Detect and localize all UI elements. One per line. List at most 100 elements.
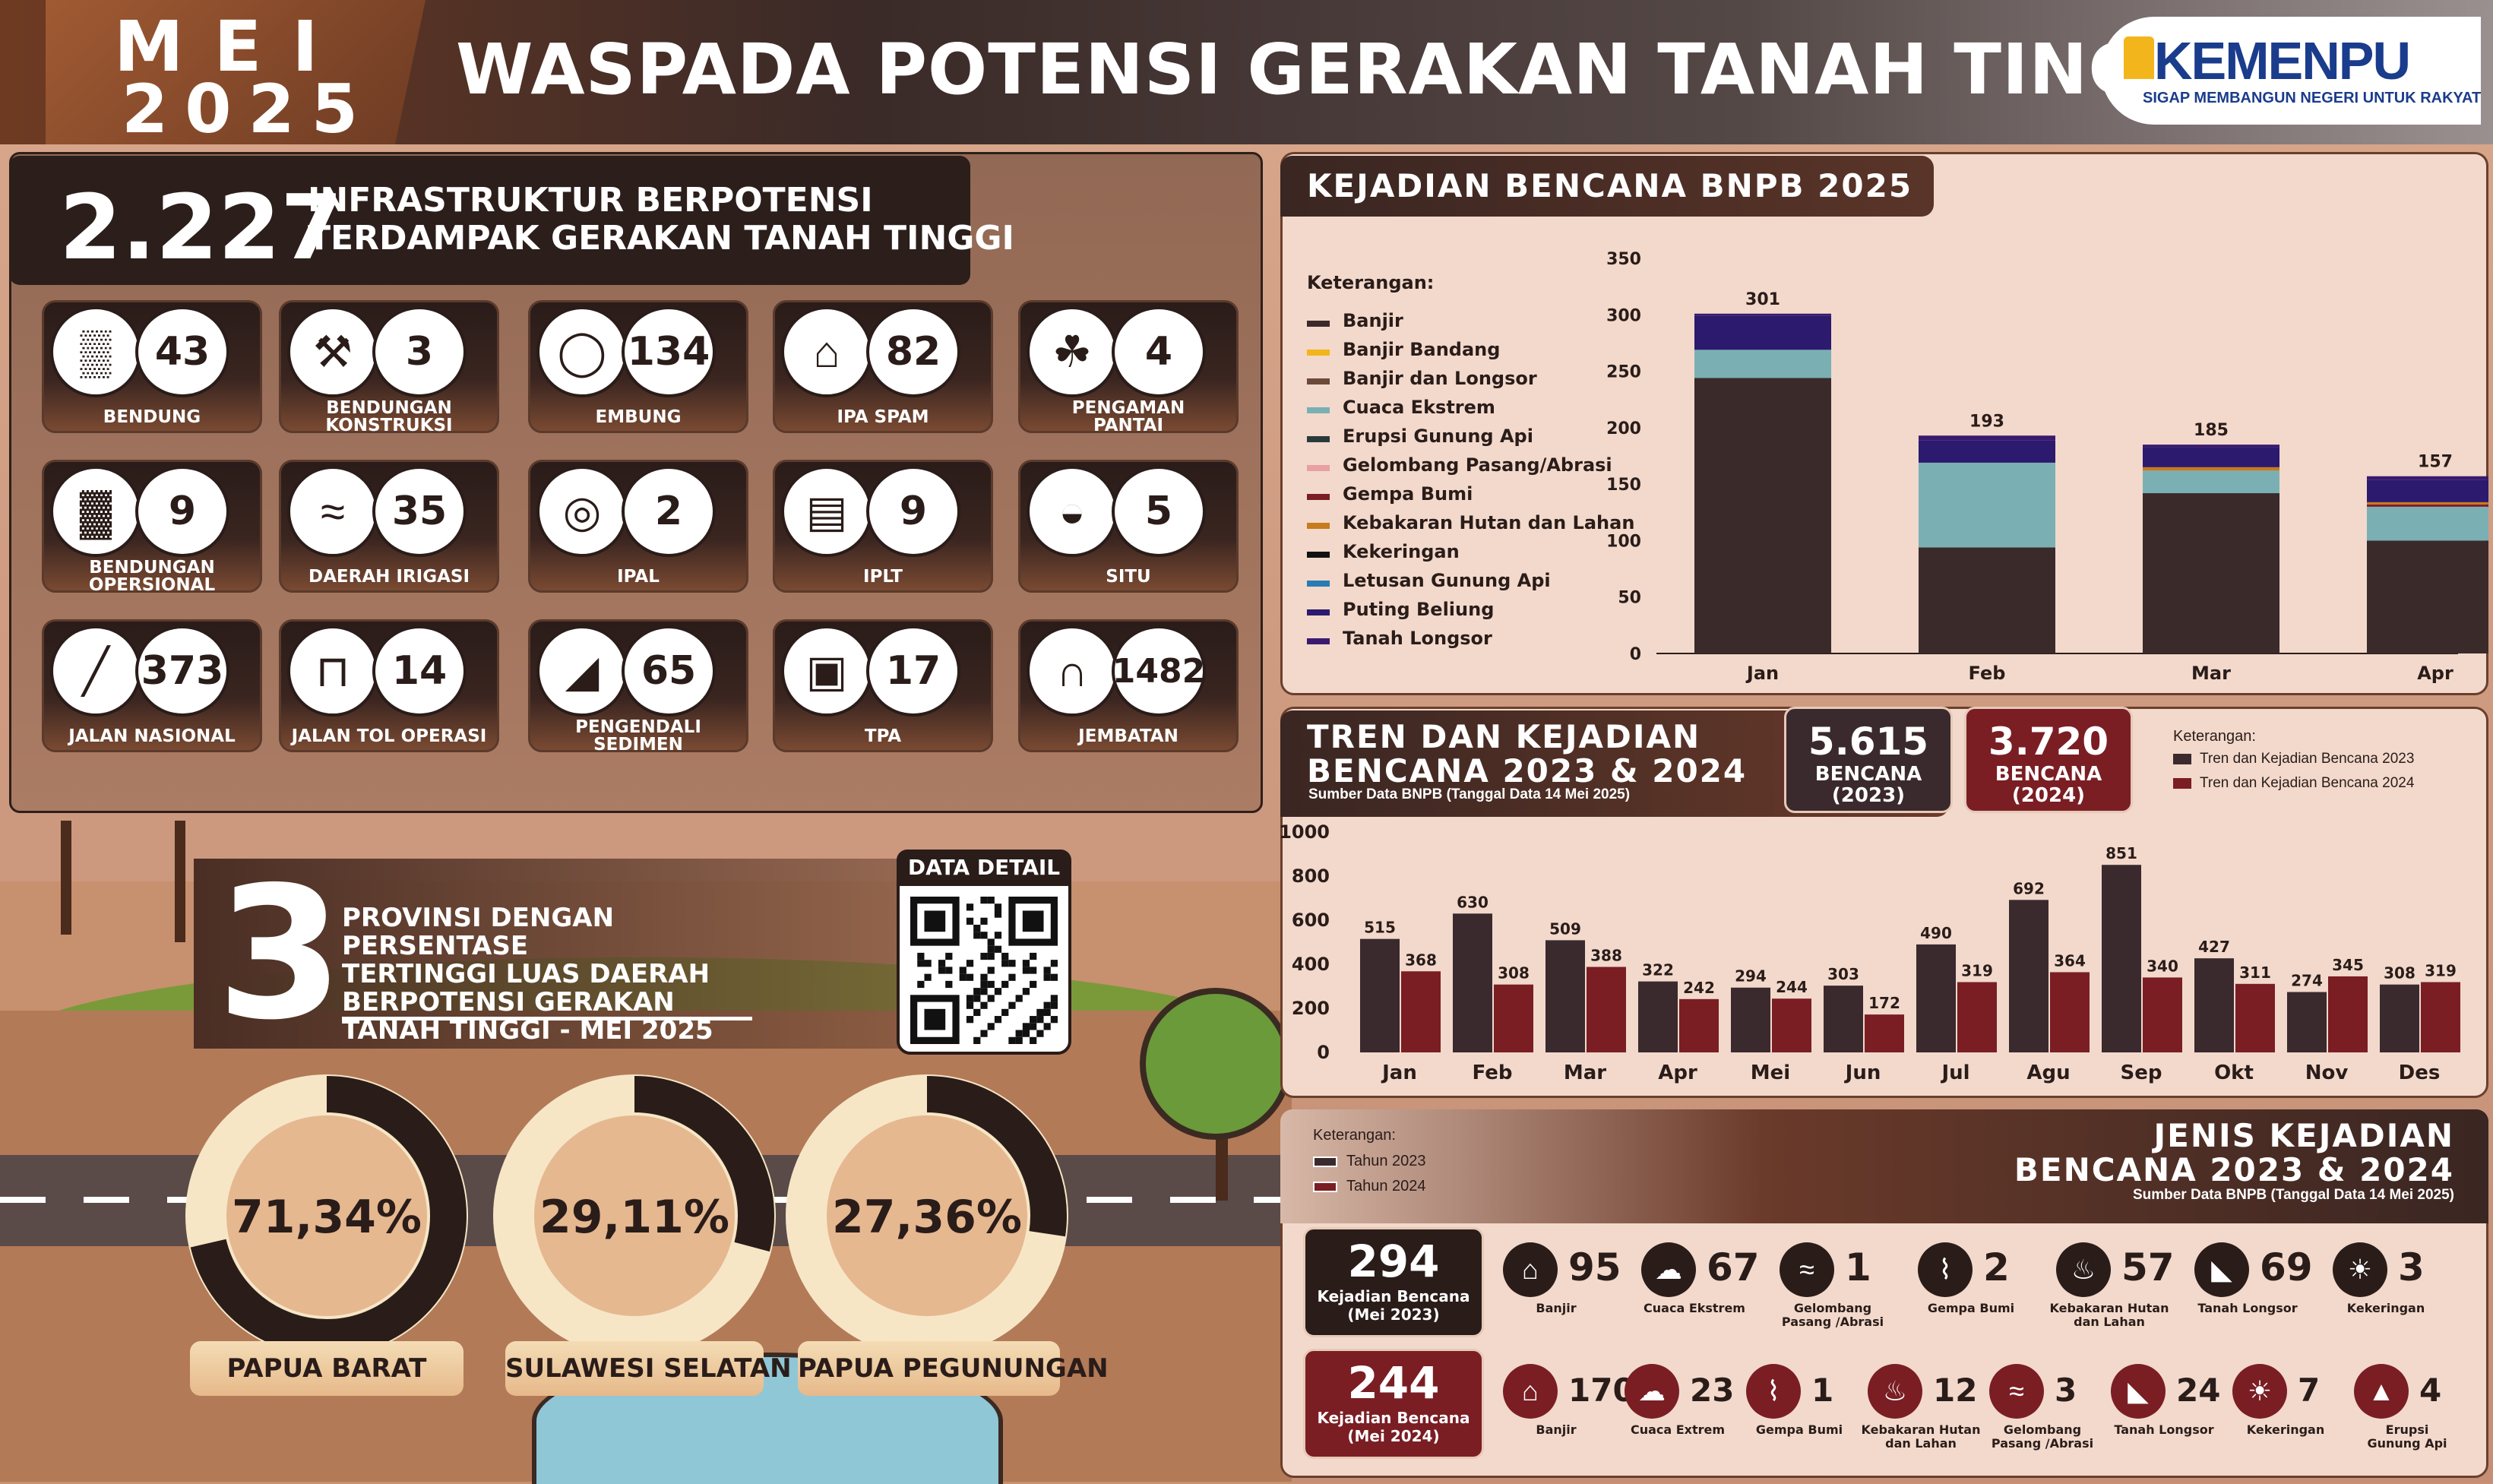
legend-swatch-2024 [2173,778,2191,789]
disaster-label: Pasang /Abrasi [1991,1436,2094,1451]
bar-total-label: 301 [1745,290,1780,309]
crane-icon: ⚒ [287,306,378,397]
infrastructure-card: ▓ 9 BENDUNGAN OPERSIONAL [42,460,262,594]
divider [342,1017,752,1020]
qr-module [987,967,995,974]
sludge-tank-icon: ▤ [781,466,872,557]
bnpb-2025-panel [1280,152,2488,695]
qr-module [980,932,988,939]
qr-module [994,988,1002,995]
bar [1453,913,1492,1052]
disaster-count: 69 [2260,1245,2313,1289]
bar [1679,998,1719,1052]
bar-segment [1694,315,1831,350]
disaster-label: Erupsi [2385,1422,2429,1437]
legend-swatch [1307,581,1330,587]
bar-value-label: 490 [1920,924,1952,942]
disaster-label: Banjir [1536,1301,1577,1315]
y-tick-label: 100 [1606,532,1641,551]
disaster-label: Kebakaran Hutan [2049,1301,2169,1315]
forest-fire-icon: ♨ [1868,1364,1922,1419]
infrastructure-label: PANTAI [1093,416,1164,435]
qr-module [1001,952,1009,960]
infrastructure-label: JALAN TOL OPERASI [291,726,487,746]
y-tick-label: 800 [1292,865,1330,887]
legend-swatch [1307,350,1330,356]
disaster-count: 24 [2176,1372,2221,1409]
wave-icon: ≈ [1780,1242,1834,1297]
x-tick-label: Mei [1751,1062,1790,1084]
qr-module [1030,980,1037,989]
infrastructure-card: ▒ 43 BENDUNG [42,300,262,433]
bar [1545,940,1585,1052]
bar-value-label: 630 [1457,893,1489,911]
qr-module [1001,960,1009,967]
bar [1401,971,1441,1052]
province-text-line: BERPOTENSI GERAKAN [342,987,675,1017]
qr-module [966,903,974,911]
jenis-legend-swatch-2023 [1313,1157,1337,1167]
infrastructure-label: PENGAMAN [1071,398,1185,418]
y-tick-label: 50 [1618,589,1641,608]
page-title: WASPADA POTENSI GERAKAN TANAH TINGGI [456,29,2232,110]
bar-segment [1919,547,2055,653]
water-drop-icon: ⌂ [781,306,872,397]
qr-module [1022,1023,1030,1030]
qr-module [1001,1008,1009,1017]
stat-2024-value: 3.720 [1988,720,2109,764]
sediment-icon: ◢ [536,625,628,717]
qr-module [1022,1030,1030,1037]
legend-swatch-2023 [2173,754,2191,764]
trend-title: BENCANA 2023 & 2024 [1307,752,1748,789]
bar-segment [1694,350,1831,378]
bar-value-label: 427 [2198,938,2230,956]
qr-module [980,897,988,904]
jenis-box-2023: 294 Kejadian Bencana (Mei 2023) [1303,1227,1484,1337]
legend-label: Banjir dan Longsor [1343,368,1537,389]
province-text-line: PROVINSI DENGAN PERSENTASE [342,903,615,961]
x-tick-label: Jan [1745,663,1779,684]
bnpb-title-bar [1280,156,1934,217]
storm-icon: ☁ [1641,1242,1696,1297]
infrastructure-label: TERDAMPAK GERAKAN TANAH TINGGI [308,219,1014,258]
infrastructure-card: ≈35 DAERAH IRIGASI [279,460,499,593]
legend-label: Cuaca Ekstrem [1343,397,1495,418]
infrastructure-count: 17 [866,625,960,717]
qr-module [980,1001,988,1009]
disaster-label: Cuaca Extrem [1630,1422,1726,1437]
bar-segment [1694,313,1831,316]
qr-module [1022,988,1030,995]
qr-module [1015,1030,1023,1037]
y-tick-label: 1000 [1280,821,1330,843]
qr-module [987,897,995,904]
jenis-2023-label: Kejadian Bencana [1317,1287,1470,1305]
donut-inner [534,1115,735,1316]
bar-value-label: 311 [2239,963,2271,982]
qr-module [1036,1008,1044,1017]
qr-module [1015,995,1023,1002]
bar [1638,981,1678,1052]
bar-value-label: 319 [2425,961,2457,979]
pond-icon: ◯ [536,306,628,397]
qr-module [1008,960,1016,967]
qr-module [966,973,974,981]
bar [1824,986,1863,1052]
qr-module [1001,980,1009,989]
y-tick-label: 0 [1317,1042,1330,1063]
bar [2328,976,2368,1052]
y-tick-label: 350 [1606,250,1641,269]
province-count: 3 [217,847,343,1060]
disaster-count: 4 [2419,1372,2442,1409]
disaster-label: Gelombang [1793,1301,1872,1315]
tree-trunk [61,821,71,935]
disaster-count: 67 [1707,1245,1760,1289]
disaster-count: 170 [1568,1372,1635,1409]
qr-module [1043,973,1051,981]
donut-arc [787,1076,1067,1356]
disaster-count: 3 [2398,1245,2425,1289]
legend-swatch [1307,321,1330,327]
infrastructure-count: 134 [622,306,716,397]
legend-swatch [1307,465,1330,471]
bar-value-label: 515 [1364,919,1396,937]
province-text-line: TERTINGGI LUAS DAERAH [342,959,710,989]
